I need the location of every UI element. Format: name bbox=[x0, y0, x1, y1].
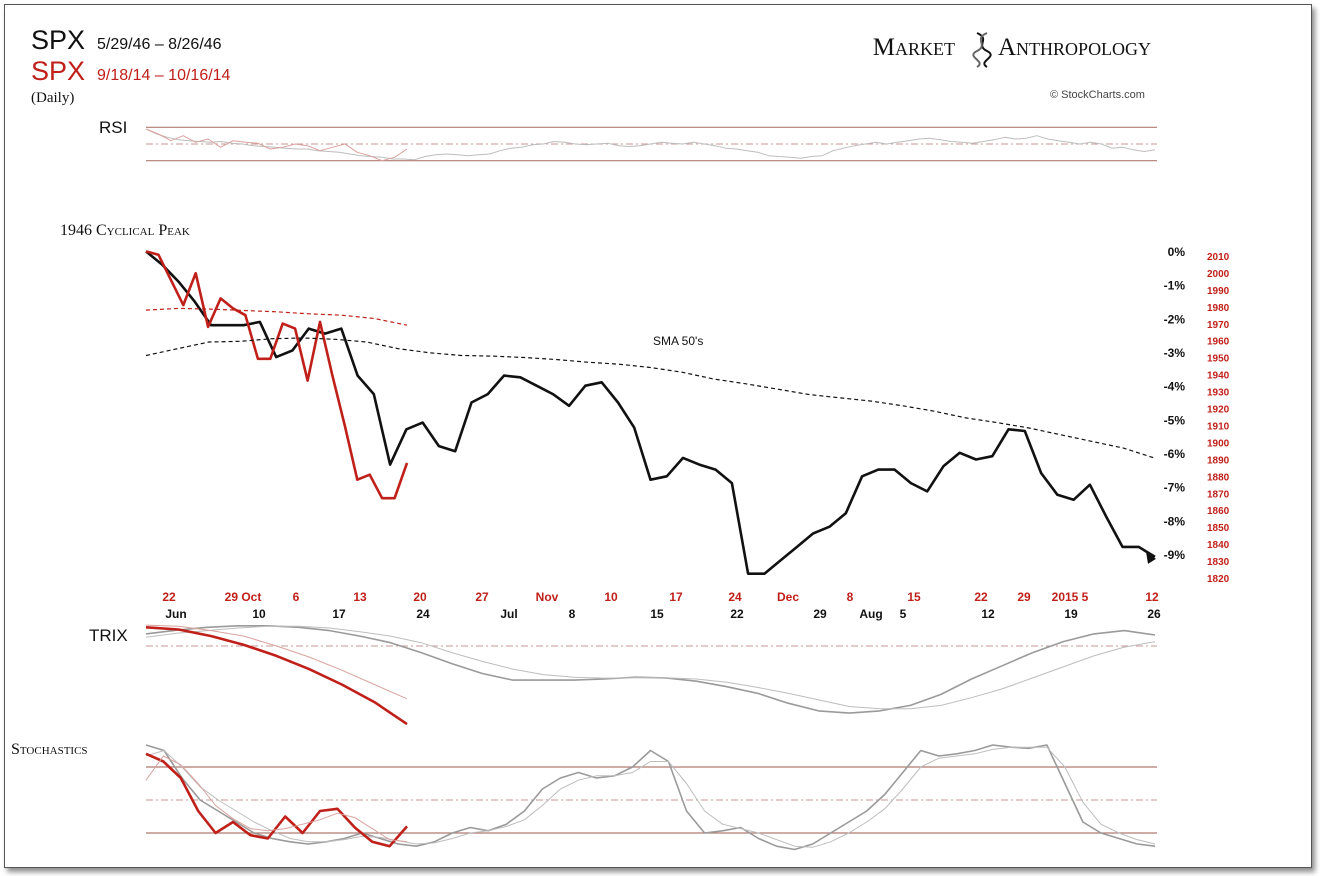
trix-line-trix-signal-1946 bbox=[145, 625, 1156, 710]
x-tick-1946: Jun bbox=[165, 607, 186, 621]
stockcharts-credit: © StockCharts.com bbox=[1050, 89, 1145, 101]
x-tick-1946: 8 bbox=[569, 607, 576, 621]
header-frequency: (Daily) bbox=[31, 90, 74, 106]
x-tick-1946: 19 bbox=[1064, 607, 1078, 621]
x-tick-2014: Dec bbox=[777, 590, 799, 604]
x-tick-2014: 12 bbox=[1145, 590, 1159, 604]
x-tick-2014: 17 bbox=[669, 590, 683, 604]
x-tick-1946: 26 bbox=[1147, 607, 1161, 621]
rsi-line-rsi-2014 bbox=[145, 128, 408, 162]
y-tick-pct: -7% bbox=[1164, 481, 1186, 495]
x-tick-2014: Nov bbox=[536, 590, 559, 604]
price-line-spx-2014 bbox=[145, 250, 409, 500]
x-tick-1946: 22 bbox=[730, 607, 744, 621]
y-tick-pct: 0% bbox=[1168, 245, 1186, 259]
y-tick-price: 1990 bbox=[1207, 286, 1230, 297]
y-tick-pct: -2% bbox=[1164, 312, 1186, 326]
y-tick-price: 1850 bbox=[1207, 523, 1230, 534]
y-tick-price: 1830 bbox=[1207, 557, 1230, 568]
x-tick-1946: 5 bbox=[900, 607, 907, 621]
x-tick-2014: 29 Oct bbox=[225, 590, 262, 604]
chart-frame: SPX 5/29/46 – 8/26/46 SPX 9/18/14 – 10/1… bbox=[4, 4, 1312, 868]
stochastics-title: Stochastics bbox=[11, 741, 88, 758]
price-arrow-icon bbox=[1146, 551, 1156, 564]
y-tick-price: 1840 bbox=[1207, 540, 1230, 551]
trix-panel bbox=[145, 624, 1157, 726]
trix-line-trix-signal-2014 bbox=[145, 624, 408, 700]
y-tick-pct: -8% bbox=[1164, 514, 1186, 528]
header-dates-2014: 9/18/14 – 10/16/14 bbox=[97, 67, 231, 84]
y-tick-pct: -1% bbox=[1164, 279, 1186, 293]
dna-helix-icon bbox=[972, 32, 992, 68]
y-tick-price: 1950 bbox=[1207, 354, 1230, 365]
y-tick-price: 1940 bbox=[1207, 371, 1230, 382]
stochastics-panel bbox=[145, 744, 1157, 851]
stoch-line-k-1946 bbox=[145, 744, 1156, 851]
brand-name-right: Anthropology bbox=[998, 34, 1151, 61]
header-symbol-2014: SPX bbox=[31, 56, 85, 86]
trix-line-trix-2014 bbox=[145, 626, 408, 726]
y-tick-price: 1900 bbox=[1207, 438, 1230, 449]
x-tick-2014: 29 bbox=[1017, 590, 1031, 604]
x-tick-1946: 24 bbox=[416, 607, 430, 621]
y-tick-price: 1890 bbox=[1207, 455, 1230, 466]
y-tick-price: 1860 bbox=[1207, 506, 1230, 517]
trix-line-trix-1946 bbox=[145, 625, 1156, 714]
price-panel: SMA 50's bbox=[145, 250, 1156, 575]
x-tick-2014: 15 bbox=[907, 590, 921, 604]
y-tick-price: 1880 bbox=[1207, 472, 1230, 483]
y-tick-price: 1820 bbox=[1207, 574, 1230, 585]
y-tick-price: 2010 bbox=[1207, 252, 1230, 263]
y-tick-price: 2000 bbox=[1207, 269, 1230, 280]
x-tick-2014: 10 bbox=[604, 590, 618, 604]
y-tick-price: 1980 bbox=[1207, 303, 1230, 314]
x-tick-1946: 17 bbox=[332, 607, 346, 621]
x-tick-1946: 15 bbox=[650, 607, 664, 621]
y-tick-price: 1910 bbox=[1207, 421, 1230, 432]
rsi-line-rsi-1946 bbox=[145, 128, 1156, 161]
y-tick-pct: -9% bbox=[1164, 548, 1186, 562]
x-tick-1946: 10 bbox=[252, 607, 266, 621]
x-tick-1946: Jul bbox=[500, 607, 517, 621]
price-title: 1946 Cyclical Peak bbox=[60, 222, 190, 239]
header-dates-1946: 5/29/46 – 8/26/46 bbox=[97, 36, 222, 53]
y-tick-pct: -3% bbox=[1164, 346, 1186, 360]
x-tick-2014: 8 bbox=[847, 590, 854, 604]
x-tick-2014: 27 bbox=[475, 590, 489, 604]
y-tick-price: 1870 bbox=[1207, 489, 1230, 500]
trix-title: TRIX bbox=[89, 626, 128, 645]
x-tick-1946: Aug bbox=[859, 607, 882, 621]
brand-name-left: Market bbox=[873, 34, 955, 61]
y-tick-price: 1960 bbox=[1207, 337, 1230, 348]
x-tick-1946: 12 bbox=[981, 607, 995, 621]
header-symbol-1946: SPX bbox=[31, 25, 85, 55]
chart-canvas: SPX 5/29/46 – 8/26/46 SPX 9/18/14 – 10/1… bbox=[11, 25, 1230, 851]
y-axis-labels: 0% -1% -2% -3% -4% -5% -6% -7% -8% -9% 2010 2000 199… bbox=[1164, 245, 1230, 585]
y-tick-pct: -6% bbox=[1164, 447, 1186, 461]
x-tick-2014: 20 bbox=[413, 590, 427, 604]
y-tick-price: 1970 bbox=[1207, 320, 1230, 331]
y-tick-pct: -4% bbox=[1164, 380, 1186, 394]
x-tick-2014: 22 bbox=[162, 590, 176, 604]
stoch-line-d-1946 bbox=[145, 746, 1156, 848]
sma-annotation: SMA 50's bbox=[653, 334, 703, 348]
x-tick-2014: 13 bbox=[353, 590, 367, 604]
rsi-title: RSI bbox=[99, 118, 127, 137]
x-tick-2014: 22 bbox=[974, 590, 988, 604]
x-axis-labels: 22 29 Oct 6 13 20 27 Nov 10 17 24 Dec 8 15 22 29 2015 5… bbox=[162, 590, 1161, 621]
stoch-line-d-2014 bbox=[145, 755, 408, 843]
price-line-sma-50-2014 bbox=[145, 307, 408, 326]
rsi-panel bbox=[145, 126, 1157, 162]
x-tick-2014: 2015 5 bbox=[1052, 590, 1089, 604]
y-tick-pct: -5% bbox=[1164, 413, 1186, 427]
x-tick-2014: 6 bbox=[293, 590, 300, 604]
x-tick-2014: 24 bbox=[728, 590, 742, 604]
stoch-line-k-2014 bbox=[145, 752, 408, 848]
y-tick-price: 1930 bbox=[1207, 388, 1230, 399]
y-tick-price: 1920 bbox=[1207, 405, 1230, 416]
price-line-spx-1946 bbox=[145, 250, 1156, 575]
price-line-sma-50-1946 bbox=[145, 337, 1156, 459]
x-tick-1946: 29 bbox=[813, 607, 827, 621]
